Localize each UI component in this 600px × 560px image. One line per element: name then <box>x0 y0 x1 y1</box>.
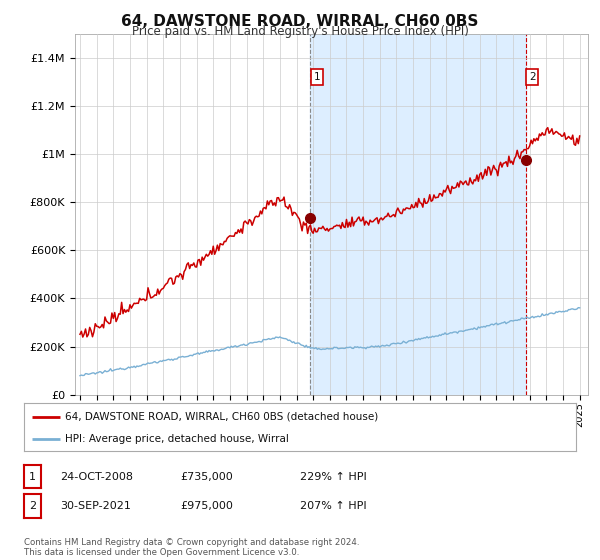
Text: Price paid vs. HM Land Registry's House Price Index (HPI): Price paid vs. HM Land Registry's House … <box>131 25 469 38</box>
Text: Contains HM Land Registry data © Crown copyright and database right 2024.
This d: Contains HM Land Registry data © Crown c… <box>24 538 359 557</box>
Text: HPI: Average price, detached house, Wirral: HPI: Average price, detached house, Wirr… <box>65 434 289 444</box>
Text: 1: 1 <box>313 72 320 82</box>
Text: 64, DAWSTONE ROAD, WIRRAL, CH60 0BS (detached house): 64, DAWSTONE ROAD, WIRRAL, CH60 0BS (det… <box>65 412 379 422</box>
Text: 229% ↑ HPI: 229% ↑ HPI <box>300 472 367 482</box>
Text: £735,000: £735,000 <box>180 472 233 482</box>
Text: 30-SEP-2021: 30-SEP-2021 <box>60 501 131 511</box>
Text: 2: 2 <box>529 72 535 82</box>
Text: 64, DAWSTONE ROAD, WIRRAL, CH60 0BS: 64, DAWSTONE ROAD, WIRRAL, CH60 0BS <box>121 14 479 29</box>
Text: 24-OCT-2008: 24-OCT-2008 <box>60 472 133 482</box>
Text: 1: 1 <box>29 472 36 482</box>
Text: £975,000: £975,000 <box>180 501 233 511</box>
Text: 207% ↑ HPI: 207% ↑ HPI <box>300 501 367 511</box>
Bar <box>310 34 526 395</box>
Text: 2: 2 <box>29 501 36 511</box>
